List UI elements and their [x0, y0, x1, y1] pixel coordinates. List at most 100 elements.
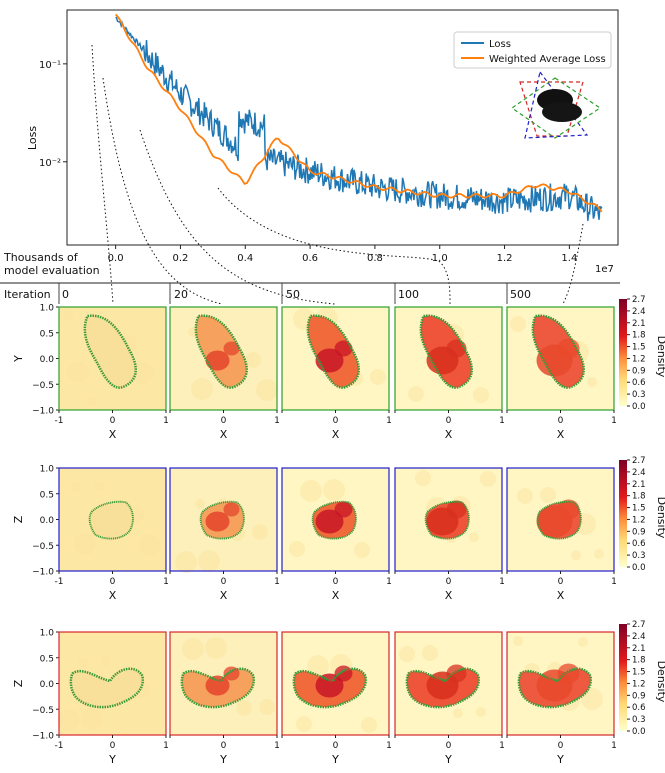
colorbar-tick-label: 0.6: [632, 703, 646, 713]
colorbar-tick-label: 1.2: [632, 354, 646, 364]
object-contour: [536, 500, 582, 540]
heatmap-y-tick-label: 0.5: [40, 654, 54, 664]
heatmap-panel-100: 0 1 X: [394, 306, 505, 441]
connector-iteration-500: [562, 223, 584, 305]
heatmap-y-axis-label: Z: [12, 515, 25, 523]
colorbar-tick-label: 2.4: [632, 468, 646, 478]
density-speckle: [354, 542, 370, 558]
heatmap-y-tick-label: 1.0: [40, 629, 55, 639]
heatmap-x-tick-label: 1: [611, 416, 617, 426]
x-tick-label: 1.0: [432, 253, 448, 264]
heatmap-x-tick-label: 0: [446, 416, 452, 426]
heatmap-y-tick-label: −0.5: [32, 381, 54, 391]
heatmap-x-tick-label: 0: [110, 577, 116, 587]
heatmap-x-tick-label: 0: [558, 741, 564, 751]
heatmap-x-tick-label: -1: [55, 741, 64, 751]
density-speckle: [245, 352, 261, 368]
density-speckle: [370, 369, 386, 385]
object-contour: [517, 667, 593, 709]
density-speckle: [236, 700, 252, 716]
object-contour: [405, 667, 481, 709]
colorbar-tick-label: 0.0: [632, 727, 646, 737]
density-speckle: [581, 688, 603, 710]
heatmap-y-tick-label: −0.5: [32, 706, 54, 716]
heatmap-x-tick-label: 0: [221, 416, 227, 426]
colorbar-tick-label: 0.6: [632, 539, 646, 549]
loss-plot-frame: [66, 9, 619, 246]
density-core: [315, 509, 344, 534]
heatmap-y-tick-label: 0.0: [40, 355, 55, 365]
density-speckle: [296, 716, 312, 732]
series-line-weighted-average-loss: [114, 13, 603, 213]
density-speckle: [195, 499, 205, 509]
heatmap-x-axis-label: X: [109, 428, 117, 441]
heatmap-row-x-y: −1.0 −0.5 0.0 0.5 1.0 Y -1 0 1 X 0 1 X 0 1 X 0 1 X 0 1 X 0.0 0.…: [12, 295, 665, 441]
colorbar-tick-label: 2.1: [632, 319, 646, 329]
heatmap-panel-0: -1 0 1 X: [55, 467, 169, 602]
density-speckle: [513, 636, 523, 646]
colorbar-tick-label: 0.9: [632, 527, 646, 537]
object-contour: [419, 314, 473, 389]
density-core: [557, 499, 580, 520]
object-contour: [69, 667, 145, 709]
colorbar: [619, 460, 627, 567]
loss-y-ticks: 10⁻¹ 10⁻²: [39, 60, 67, 169]
density-speckle: [58, 709, 80, 731]
heatmap-panel-100: 0 1 Y: [394, 631, 505, 766]
heatmap-x-axis-label: X: [445, 428, 453, 441]
heatmap-x-axis-label: Y: [556, 753, 564, 766]
object-shape-lobe: [542, 102, 582, 122]
density-heatmap-grid: −1.0 −0.5 0.0 0.5 1.0 Y -1 0 1 X 0 1 X 0 1 X 0 1 X 0 1 X 0.0 0.…: [12, 295, 665, 766]
colorbar-tick-label: 0.3: [632, 715, 646, 725]
y-tick-label: 10⁻¹: [39, 60, 61, 71]
heatmap-y-axis-label: Z: [12, 679, 25, 687]
heatmap-x-tick-label: 1: [499, 741, 505, 751]
heatmap-x-tick-label: 0: [221, 741, 227, 751]
colorbar-tick-label: 1.5: [632, 343, 646, 353]
colorbar-tick-label: 1.8: [632, 331, 646, 341]
heatmap-x-tick-label: 1: [386, 577, 392, 587]
density-speckle: [300, 480, 322, 502]
density-speckle: [78, 657, 88, 667]
density-speckle: [256, 379, 278, 401]
heatmap-panel-0: -1 0 1 X: [55, 306, 169, 441]
density-speckle: [415, 470, 431, 486]
heatmap-x-tick-label: 1: [163, 741, 169, 751]
object-contour: [424, 500, 470, 540]
density-core: [205, 350, 230, 371]
density-core: [334, 340, 353, 357]
density-speckle: [473, 387, 489, 403]
heatmap-x-tick-label: 1: [163, 416, 169, 426]
x-offset-label: 1e7: [595, 264, 614, 275]
density-speckle: [94, 481, 104, 491]
iteration-header: Iteration 0 20 50 100 500: [0, 282, 620, 304]
heatmap-panel-50: 0 1 Y: [281, 631, 392, 766]
heatmap-x-tick-label: 0: [110, 416, 116, 426]
heatmap-x-axis-label: Y: [219, 753, 227, 766]
heatmap-y-tick-label: −1.0: [32, 568, 54, 578]
density-speckle: [469, 532, 479, 542]
heatmap-x-tick-label: 0: [333, 577, 339, 587]
heatmap-x-tick-label: 1: [386, 416, 392, 426]
colorbar: [619, 624, 627, 731]
heatmap-panel-100: 0 1 X: [394, 467, 505, 602]
object-contour: [194, 314, 248, 389]
heatmap-panel-500: 0 1 Y: [506, 631, 617, 766]
colorbar-tick-label: 0.3: [632, 551, 646, 561]
object-contour: [199, 500, 245, 540]
density-speckle: [399, 646, 415, 662]
colorbar-tick-label: 0.0: [632, 563, 646, 573]
x-tick-label: 1.2: [497, 253, 513, 264]
legend: Loss Weighted Average Loss: [453, 31, 612, 69]
density-speckle: [408, 386, 424, 402]
density-speckle: [74, 533, 96, 555]
density-core: [446, 500, 467, 519]
heatmap-x-axis-label: X: [332, 589, 340, 602]
heatmap-x-tick-label: 0: [221, 577, 227, 587]
iteration-label-100: 100: [398, 288, 419, 301]
heatmap-x-axis-label: X: [557, 428, 565, 441]
heatmap-x-tick-label: 1: [274, 577, 280, 587]
colorbar-tick-label: 2.1: [632, 644, 646, 654]
heatmap-y-tick-label: 0.5: [40, 329, 54, 339]
colorbar-tick-label: 2.7: [632, 295, 646, 305]
